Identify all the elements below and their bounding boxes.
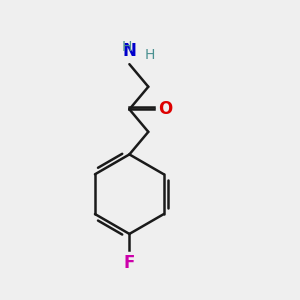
- Text: N: N: [122, 42, 136, 60]
- Text: H: H: [121, 40, 132, 53]
- Text: F: F: [124, 254, 135, 272]
- Text: O: O: [158, 100, 172, 118]
- Text: H: H: [145, 48, 155, 62]
